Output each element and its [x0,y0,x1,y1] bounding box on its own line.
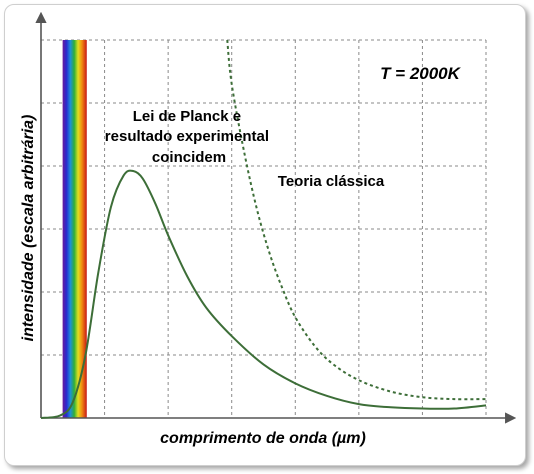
planck-annotation-line-3: coincidem [152,149,226,166]
chart-frame [4,4,526,466]
visible-spectrum-band [62,40,87,418]
planck-annotation-line-1: Lei de Planck e [133,108,241,125]
classical-theory-curve [226,39,487,401]
planck-curve [40,169,487,419]
x-axis-label: comprimento de onda (µm) [160,430,366,447]
classical-annotation: Teoria clássica [278,173,385,190]
y-axis-label: intensidade (escala arbitrária) [20,115,37,342]
planck-annotation: Lei de Planck e resultado experimental c… [105,108,273,166]
temperature-label: T = 2000K [380,64,462,83]
planck-annotation-line-2: resultado experimental [105,128,269,145]
grid-lines [41,39,487,418]
